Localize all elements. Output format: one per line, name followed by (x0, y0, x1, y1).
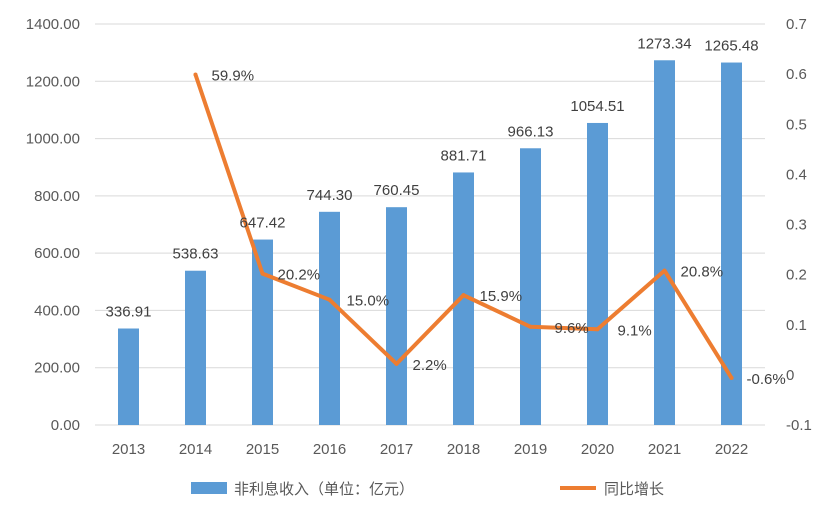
bar (185, 270, 206, 425)
line-point (193, 72, 198, 77)
left-tick-label: 200.00 (34, 360, 80, 377)
line-data-label: 9.1% (618, 322, 652, 339)
left-tick-label: 1400.00 (26, 16, 80, 33)
legend: 非利息收入（单位：亿元） 同比增长 (191, 480, 664, 498)
bar (386, 207, 407, 425)
left-tick-label: 1200.00 (26, 73, 80, 90)
line-point (729, 375, 734, 380)
x-tick-label: 2016 (313, 441, 346, 458)
line-point (662, 268, 667, 273)
left-tick-label: 600.00 (34, 245, 80, 262)
line-data-label: 15.9% (480, 288, 523, 305)
x-tick-label: 2014 (179, 441, 212, 458)
line-point (528, 324, 533, 329)
legend-line-label: 同比增长 (604, 480, 664, 498)
bar-data-label: 760.45 (374, 182, 420, 199)
gridlines (95, 23, 765, 426)
x-tick-label: 2015 (246, 441, 279, 458)
line-point (327, 297, 332, 302)
bar-data-label: 336.91 (106, 303, 152, 320)
x-tick-label: 2019 (514, 441, 547, 458)
bar-data-label: 744.30 (307, 187, 353, 204)
line-data-label: -0.6% (747, 371, 786, 388)
bar (654, 60, 675, 425)
left-tick-label: 1000.00 (26, 131, 80, 148)
bar-data-labels: 336.91 538.63 647.42 744.30 760.45 881.71 966.… (106, 35, 759, 320)
x-tick-label: 2013 (112, 441, 145, 458)
legend-bar-label: 非利息收入（单位：亿元） (234, 480, 414, 498)
left-tick-label: 0.00 (51, 417, 80, 434)
legend-entry-line[interactable]: 同比增长 (560, 480, 664, 498)
bar (118, 328, 139, 425)
bar-data-label: 1273.34 (637, 35, 691, 52)
right-tick-label: 0.1 (786, 317, 807, 334)
right-tick-label: 0.4 (786, 166, 807, 183)
legend-bar-swatch (191, 482, 227, 494)
left-tick-label: 800.00 (34, 188, 80, 205)
line-data-label: 20.8% (681, 264, 724, 281)
bar (721, 62, 742, 426)
right-tick-label: 0.6 (786, 66, 807, 83)
line-point (394, 361, 399, 366)
x-tick-label: 2022 (715, 441, 748, 458)
bar (252, 239, 273, 425)
bar-data-label: 647.42 (240, 215, 286, 232)
bar-data-label: 1054.51 (570, 98, 624, 115)
x-tick-label: 2021 (648, 441, 681, 458)
left-axis: 0.00 200.00 400.00 600.00 800.00 1000.00 1200.… (26, 16, 80, 434)
right-tick-label: 0.2 (786, 267, 807, 284)
bar-data-label: 538.63 (173, 246, 219, 263)
line-data-label: 20.2% (278, 267, 321, 284)
line-series (193, 72, 734, 380)
right-axis: -0.1 0 0.1 0.2 0.3 0.4 0.5 0.6 0.7 (786, 16, 812, 434)
right-tick-label: 0.7 (786, 16, 807, 33)
bar-data-label: 1265.48 (704, 38, 758, 55)
bar (319, 211, 340, 425)
line-data-label: 2.2% (413, 357, 447, 374)
x-tick-label: 2020 (581, 441, 614, 458)
bar-data-label: 881.71 (441, 147, 487, 164)
line-point (461, 293, 466, 298)
x-tick-label: 2017 (380, 441, 413, 458)
line-data-label: 15.0% (347, 293, 390, 310)
right-tick-label: 0.3 (786, 217, 807, 234)
left-tick-label: 400.00 (34, 302, 80, 319)
x-tick-label: 2018 (447, 441, 480, 458)
line-point (595, 327, 600, 332)
line-data-labels: 59.9% 20.2% 15.0% 2.2% 15.9% 9.6% 9.1% 20.8% -0.… (212, 68, 786, 388)
bar (587, 122, 608, 426)
right-tick-label: 0.5 (786, 116, 807, 133)
legend-entry-bar[interactable]: 非利息收入（单位：亿元） (191, 480, 414, 498)
right-tick-label: -0.1 (786, 417, 812, 434)
bar-series (118, 60, 742, 426)
bar (453, 172, 474, 425)
bar (520, 148, 541, 425)
line-data-label: 59.9% (212, 68, 255, 85)
right-tick-label: 0 (786, 367, 794, 384)
line-data-label: 9.6% (555, 320, 589, 337)
line-point (260, 271, 265, 276)
x-axis: 2013 2014 2015 2016 2017 2018 2019 2020 2021 2022 (112, 441, 748, 458)
bar-data-label: 966.13 (508, 123, 554, 140)
